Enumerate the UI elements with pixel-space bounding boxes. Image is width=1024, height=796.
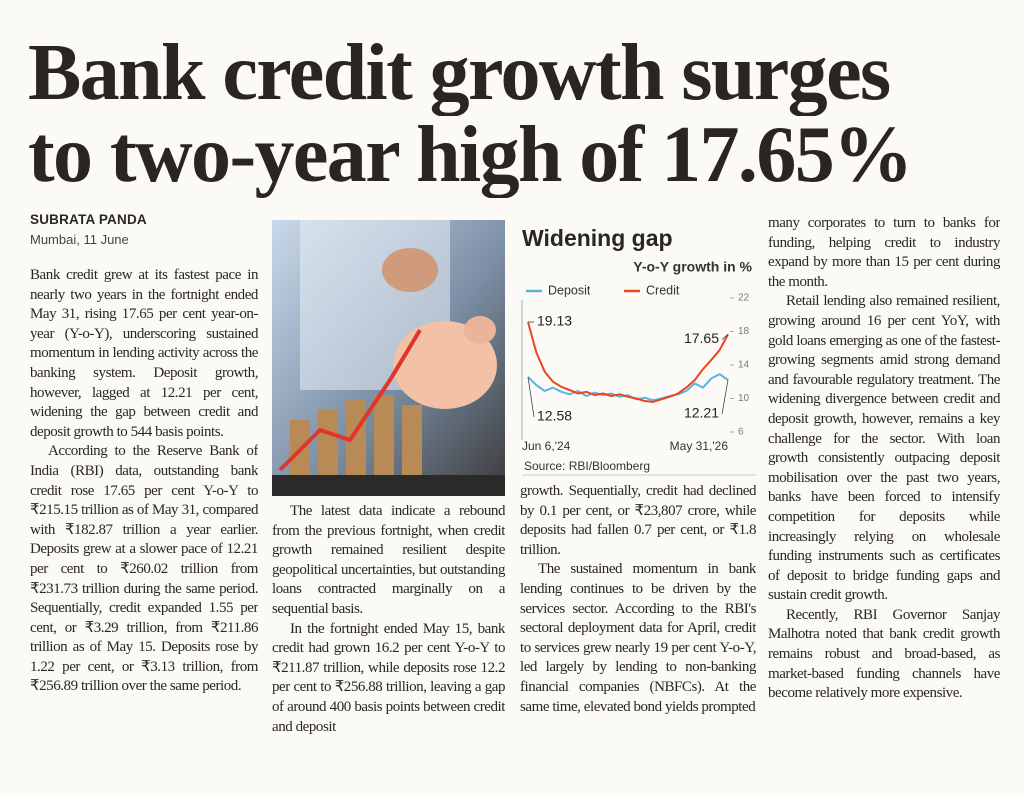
series-line [527,321,729,403]
byline: SUBRATA PANDA [30,212,147,227]
paragraph: Recently, RBI Governor Sanjay Malhotra n… [768,606,1000,702]
label-leader [721,334,729,340]
paragraph: growth. Sequentially, credit had decline… [520,483,756,558]
paragraph: The latest data indicate a rebound from … [272,503,505,617]
column: The latest data indicate a rebound from … [272,502,505,776]
chart-subtitle: Y-o-Y growth in % [633,259,752,275]
column: many corporates to turn to banks for fun… [768,214,1000,776]
legend-label: Deposit [548,283,591,297]
value-label: 12.58 [537,408,572,424]
paragraph: many corporates to turn to banks for fun… [768,215,1000,290]
headline: Bank credit growth surges [28,30,891,116]
paragraph: In the fortnight ended May 15, bank cred… [272,620,505,735]
x-tick-label: Jun 6,'24 [522,439,571,453]
chart-title: Widening gap [522,225,673,251]
value-label: 12.21 [684,405,719,421]
paragraph: According to the Reserve Bank of India (… [30,443,258,695]
x-tick-label: May 31,'26 [670,439,729,453]
y-tick-label: 18 [738,326,750,337]
label-leader [721,379,729,415]
paragraph: Retail lending also remained resilient, … [768,293,1000,604]
series-line [527,373,729,402]
dateline: Mumbai, 11 June [30,232,129,247]
value-label: 17.65 [684,330,719,346]
paragraph: Bank credit grew at its fastest pace in … [30,267,258,440]
y-tick-label: 10 [738,393,750,404]
photo [272,220,505,496]
column: Bank credit grew at its fastest pace in … [30,266,258,776]
value-label: 19.13 [537,313,572,329]
headline: to two-year high of 17.65% [28,112,913,198]
column: growth. Sequentially, credit had decline… [520,482,756,776]
chart-source: Source: RBI/Bloomberg [524,459,650,473]
paragraph: The sustained momentum in bank lending c… [520,561,756,715]
y-tick-label: 22 [738,293,750,304]
legend-label: Credit [646,283,680,297]
y-tick-label: 6 [738,427,744,438]
label-leader [527,376,535,417]
y-tick-label: 14 [738,360,750,371]
